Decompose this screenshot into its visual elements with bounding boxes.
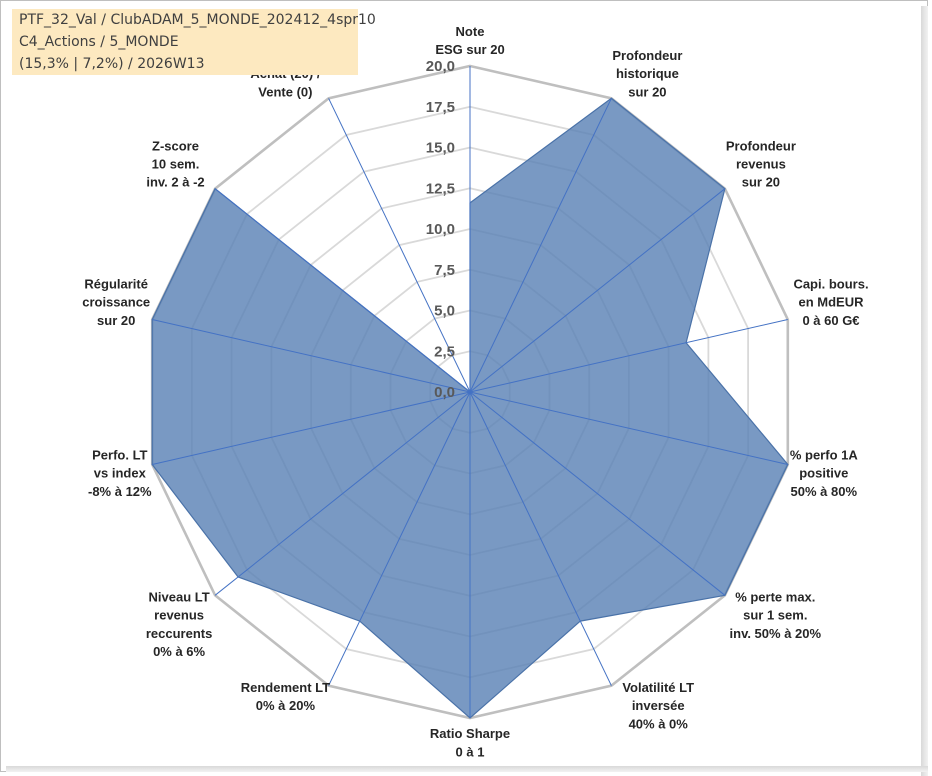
portfolio-stats: (15,3% | 7,2%) / 2026W13 (19, 56, 205, 72)
axis-spoke (469, 188, 726, 393)
axis-spoke (469, 98, 612, 393)
axis-label-line: en MdEUR (799, 295, 865, 310)
portfolio-category: C4_Actions / 5_MONDE (19, 34, 179, 50)
axis-label-line: reccurents (146, 626, 212, 641)
axis-label-line: croissance (82, 295, 150, 310)
portfolio-info-box: PTF_32_Val / ClubADAM_5_MONDE_202412_4sp… (12, 9, 376, 75)
axis-spoke (328, 98, 471, 393)
axis-label-5: % perfo 1A positive 50% à 80% (790, 447, 859, 498)
axis-label-line: inv. 2 à -2 (146, 175, 204, 190)
axis-label-4: Capi. bours. en MdEUR 0 à 60 G€ (793, 276, 868, 327)
tick-label: 17,5 (426, 99, 455, 116)
portfolio-name: PTF_32_Val / ClubADAM_5_MONDE_202412_4sp… (19, 12, 376, 28)
axis-label-line: vs index (94, 466, 147, 481)
tick-label: 12,5 (426, 180, 455, 197)
axis-spoke (469, 391, 726, 596)
axis-label-line: historique (616, 66, 679, 81)
axis-label-line: sur 20 (97, 313, 135, 328)
axis-label-line: 0% à 6% (153, 644, 205, 659)
axis-spoke (328, 391, 471, 686)
axis-label-line: Niveau LT (149, 590, 210, 605)
axis-label-8: Ratio Sharpe 0 à 1 (430, 726, 510, 759)
axis-label-line: Ratio Sharpe (430, 726, 510, 741)
axis-label-line: Volatilité LT (622, 680, 694, 695)
axis-label-line: 50% à 80% (791, 484, 858, 499)
axis-label-12: Régularité croissance sur 20 (82, 276, 150, 327)
axis-label-line: Z-score (152, 138, 199, 153)
axis-label-2: Profondeur historique sur 20 (612, 48, 682, 99)
axis-label-line: inversée (632, 698, 685, 713)
axis-label-line: positive (799, 466, 848, 481)
frame-shadow-right (921, 6, 928, 776)
axis-label-line: inv. 50% à 20% (730, 626, 822, 641)
axis-label-6: % perte max. sur 1 sem. inv. 50% à 20% (730, 590, 822, 641)
axis-spoke (214, 188, 471, 393)
radar-axis-labels: Note ESG sur 20 Profondeur historique sur 20… (82, 24, 868, 760)
axis-spoke (469, 391, 612, 686)
axis-label-13: Z-score 10 sem. inv. 2 à -2 (146, 138, 204, 189)
radar-spokes (152, 66, 788, 718)
axis-label-line: ESG sur 20 (435, 42, 504, 57)
axis-label-line: Capi. bours. (793, 276, 868, 291)
axis-label-7: Volatilité LT inversée 40% à 0% (622, 680, 694, 731)
tick-label: 15,0 (426, 140, 455, 157)
axis-label-line: sur 20 (628, 84, 666, 99)
axis-spoke (152, 391, 471, 465)
tick-label: 0,0 (434, 384, 455, 401)
tick-label: 20,0 (426, 58, 455, 75)
axis-label-line: Profondeur (612, 48, 682, 63)
axis-label-line: 0% à 20% (256, 698, 316, 713)
axis-label-line: Régularité (84, 276, 148, 291)
frame-shadow-bottom (6, 766, 928, 772)
axis-spoke (214, 391, 471, 596)
axis-label-10: Niveau LT revenus reccurents 0% à 6% (146, 590, 212, 660)
axis-label-line: Vente (0) (258, 84, 312, 99)
axis-label-11: Perfo. LT vs index -8% à 12% (88, 447, 152, 498)
axis-label-9: Rendement LT 0% à 20% (241, 680, 330, 713)
axis-label-line: 0 à 60 G€ (802, 313, 859, 328)
axis-spoke (469, 391, 788, 465)
radar-tick-labels: 0,0 2,5 5,0 7,5 10,0 12,5 15,0 17,5 20,0 (426, 58, 455, 401)
axis-label-line: -8% à 12% (88, 484, 152, 499)
axis-spoke (469, 319, 788, 393)
axis-label-line: 0 à 1 (456, 744, 485, 759)
axis-label-line: Perfo. LT (92, 447, 147, 462)
tick-label: 7,5 (434, 262, 455, 279)
axis-label-line: sur 1 sem. (743, 608, 807, 623)
axis-label-line: % perte max. (735, 590, 815, 605)
tick-label: 2,5 (434, 343, 455, 360)
tick-label: 10,0 (426, 221, 455, 238)
axis-label-line: sur 20 (742, 175, 780, 190)
axis-spoke (152, 319, 471, 393)
tick-label: 5,0 (434, 303, 455, 320)
axis-label-line: Note (456, 24, 485, 39)
axis-label-line: revenus (154, 608, 204, 623)
axis-label-line: 40% à 0% (629, 716, 689, 731)
axis-label-line: 10 sem. (152, 157, 200, 172)
axis-label-1: Note ESG sur 20 (435, 24, 504, 57)
axis-label-line: % perfo 1A (790, 447, 859, 462)
axis-label-3: Profondeur revenus sur 20 (726, 138, 796, 189)
axis-label-line: revenus (736, 157, 786, 172)
axis-label-line: Rendement LT (241, 680, 330, 695)
axis-label-line: Profondeur (726, 138, 796, 153)
